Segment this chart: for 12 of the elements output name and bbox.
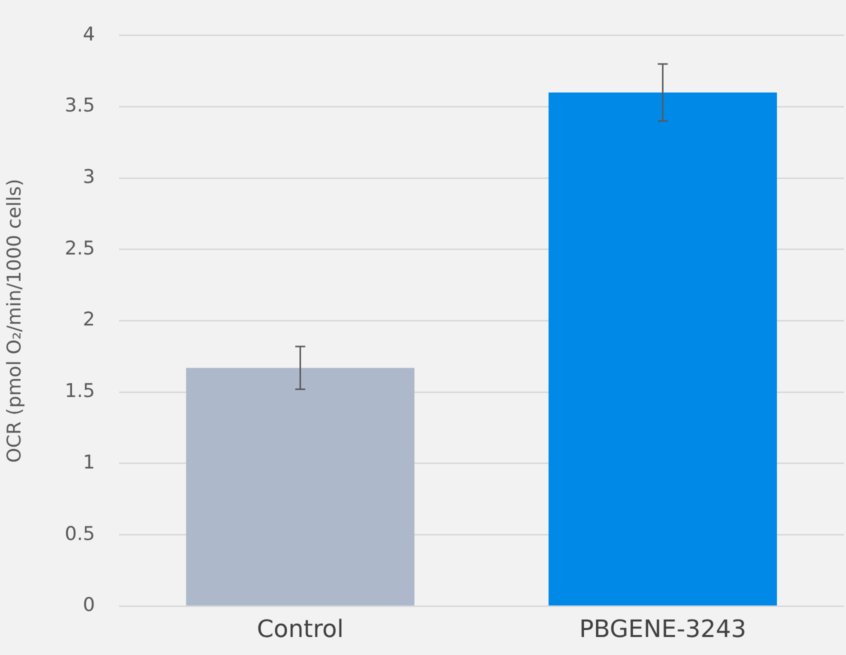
y-tick-label: 3.5 — [64, 94, 96, 117]
x-tick-label: Control — [256, 614, 344, 643]
y-tick-label: 3 — [82, 166, 96, 188]
x-tick-label: PBGENE-3243 — [579, 614, 746, 643]
y-tick-label: 0.5 — [64, 522, 96, 545]
y-tick-label: 2.5 — [64, 237, 96, 260]
y-tick-label: 1 — [82, 451, 96, 474]
y-tick-label: 2 — [82, 308, 96, 331]
y-axis-title: OCR (pmol O₂/min/1000 cells) — [3, 178, 26, 463]
y-tick-label: 0 — [82, 594, 96, 616]
y-tick-label: 4 — [82, 23, 96, 46]
y-tick-label: 1.5 — [64, 380, 96, 402]
